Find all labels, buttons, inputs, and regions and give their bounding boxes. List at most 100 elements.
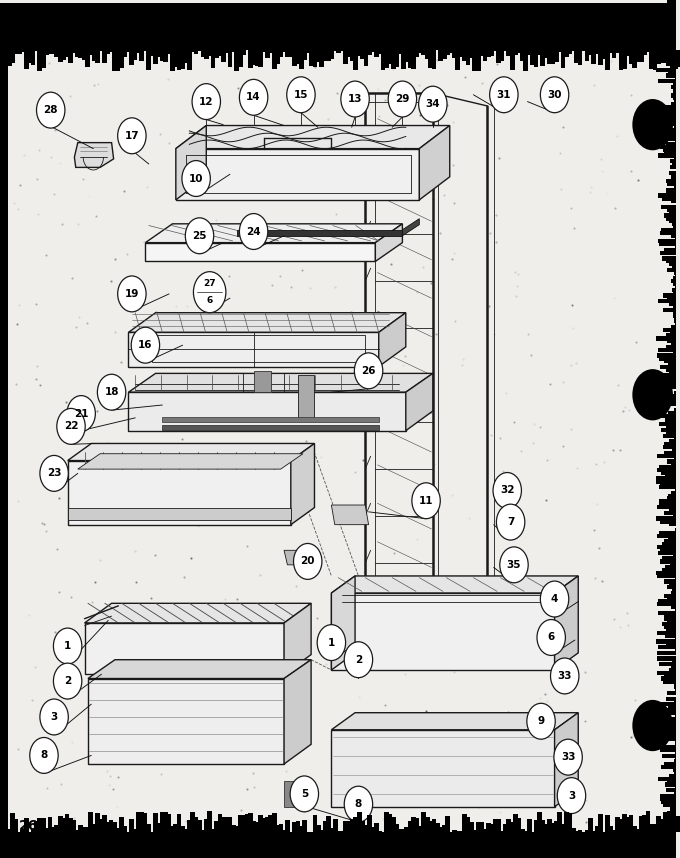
Bar bbox=[343, 821, 348, 832]
Bar bbox=[360, 51, 365, 59]
Bar bbox=[658, 534, 677, 538]
Bar bbox=[398, 829, 403, 832]
Bar bbox=[673, 553, 677, 558]
Bar bbox=[675, 648, 677, 652]
Bar bbox=[668, 508, 677, 512]
Bar bbox=[675, 577, 677, 581]
Bar bbox=[666, 0, 677, 3]
Circle shape bbox=[193, 272, 226, 312]
Bar bbox=[214, 821, 219, 832]
Bar bbox=[31, 829, 35, 832]
Circle shape bbox=[182, 160, 210, 196]
Bar bbox=[58, 817, 63, 832]
Bar bbox=[660, 482, 677, 486]
Bar bbox=[534, 820, 539, 832]
Bar bbox=[82, 827, 86, 832]
Bar bbox=[609, 51, 613, 53]
Bar bbox=[677, 816, 680, 832]
Bar bbox=[432, 51, 437, 69]
Circle shape bbox=[527, 704, 556, 740]
Text: 17: 17 bbox=[124, 130, 139, 141]
Bar bbox=[664, 10, 677, 15]
Circle shape bbox=[118, 118, 146, 154]
Bar bbox=[675, 742, 677, 746]
Bar bbox=[303, 51, 307, 60]
Bar bbox=[37, 51, 42, 71]
Bar bbox=[350, 51, 355, 61]
Circle shape bbox=[54, 628, 82, 664]
Bar bbox=[665, 36, 677, 40]
Bar bbox=[665, 782, 677, 787]
Bar bbox=[510, 822, 515, 832]
Bar bbox=[657, 725, 677, 729]
Bar bbox=[486, 823, 491, 832]
Bar bbox=[664, 511, 677, 515]
Bar bbox=[337, 831, 341, 832]
Bar bbox=[534, 51, 539, 67]
Bar bbox=[671, 102, 677, 106]
Bar bbox=[609, 826, 613, 832]
Bar bbox=[252, 821, 256, 832]
Circle shape bbox=[541, 581, 568, 617]
Bar bbox=[10, 51, 15, 63]
Bar bbox=[669, 583, 677, 586]
Bar bbox=[657, 822, 677, 826]
Bar bbox=[527, 51, 532, 56]
Bar bbox=[675, 245, 677, 249]
Bar bbox=[95, 813, 100, 832]
Bar bbox=[0, 3, 677, 51]
Bar bbox=[513, 51, 518, 56]
Bar bbox=[422, 812, 426, 832]
Bar bbox=[675, 253, 677, 257]
Text: 21: 21 bbox=[74, 408, 88, 419]
Bar bbox=[659, 502, 677, 506]
Text: 23: 23 bbox=[47, 468, 61, 479]
Bar bbox=[479, 822, 484, 832]
Polygon shape bbox=[331, 713, 578, 730]
Bar bbox=[105, 822, 110, 832]
Bar bbox=[672, 394, 677, 398]
Bar bbox=[670, 85, 677, 89]
Bar bbox=[177, 814, 182, 832]
Bar bbox=[275, 51, 280, 63]
Text: 3: 3 bbox=[50, 712, 58, 722]
Text: 1: 1 bbox=[328, 637, 335, 648]
Bar bbox=[656, 571, 677, 575]
Text: 11: 11 bbox=[419, 496, 433, 505]
Bar bbox=[626, 817, 630, 832]
Bar bbox=[665, 416, 677, 420]
Bar bbox=[173, 825, 178, 832]
Bar bbox=[612, 830, 617, 832]
Bar bbox=[394, 824, 399, 832]
Bar bbox=[126, 51, 131, 52]
Bar bbox=[54, 825, 59, 832]
Bar bbox=[139, 51, 144, 61]
Bar bbox=[661, 719, 677, 723]
Bar bbox=[669, 774, 677, 778]
Bar bbox=[657, 671, 677, 675]
Polygon shape bbox=[163, 425, 379, 430]
Bar bbox=[674, 699, 677, 704]
Bar bbox=[160, 812, 165, 832]
Bar bbox=[666, 431, 677, 435]
Bar bbox=[657, 602, 677, 607]
Bar bbox=[279, 51, 284, 57]
Bar bbox=[496, 51, 501, 63]
Bar bbox=[3, 51, 8, 70]
Text: 8: 8 bbox=[355, 799, 362, 809]
Bar bbox=[670, 8, 677, 12]
Bar bbox=[658, 347, 677, 352]
Bar bbox=[425, 51, 430, 59]
Bar bbox=[211, 830, 216, 832]
Circle shape bbox=[294, 543, 322, 579]
Bar bbox=[660, 51, 664, 57]
Bar bbox=[673, 305, 677, 309]
Bar bbox=[649, 824, 654, 832]
Bar bbox=[658, 702, 677, 706]
Bar bbox=[265, 51, 270, 58]
Text: 18: 18 bbox=[104, 387, 119, 397]
Bar bbox=[674, 456, 677, 461]
Bar bbox=[666, 259, 677, 263]
Bar bbox=[671, 462, 677, 467]
Bar bbox=[513, 814, 518, 832]
